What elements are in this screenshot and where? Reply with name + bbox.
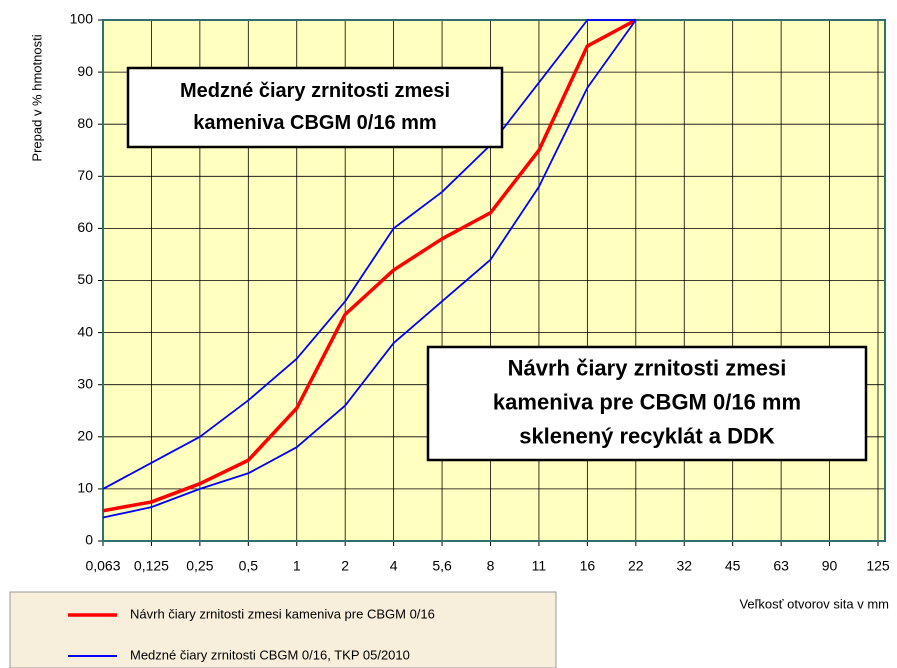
x-tick-label: 22 — [628, 558, 644, 574]
x-tick-label: 63 — [773, 558, 789, 574]
x-tick-label: 0,125 — [134, 558, 169, 574]
x-axis-label: Veľkosť otvorov sita v mm — [739, 596, 889, 611]
y-tick-label: 60 — [77, 219, 93, 235]
x-tick-label: 1 — [293, 558, 301, 574]
y-tick-label: 70 — [77, 167, 93, 183]
series-line — [102, 19, 636, 490]
series-line — [102, 18, 637, 513]
y-tick-label: 50 — [77, 271, 93, 287]
x-tick-label: 45 — [725, 558, 741, 574]
x-tick-label: 0,25 — [186, 558, 213, 574]
y-tick-label: 0 — [85, 532, 93, 548]
x-tick-label: 0,063 — [85, 558, 120, 574]
x-tick-label: 8 — [487, 558, 495, 574]
plot-border — [102, 19, 886, 542]
legend-label: Návrh čiary zrnitosti zmesi kameniva pre… — [130, 606, 435, 621]
y-tick-label: 80 — [77, 115, 93, 131]
annotation-text: kameniva CBGM 0/16 mm — [193, 112, 436, 134]
y-tick-label: 40 — [77, 323, 93, 339]
annotation-text: kameniva pre CBGM 0/16 mm — [493, 389, 801, 414]
x-tick-label: 4 — [390, 558, 398, 574]
x-tick-label: 2 — [341, 558, 349, 574]
annotation-box — [426, 345, 868, 462]
x-tick-label: 0,5 — [239, 558, 259, 574]
y-tick-label: 20 — [77, 428, 93, 444]
y-tick-label: 100 — [70, 11, 94, 27]
y-axis-label: Prepad v % hmotnosti — [29, 34, 44, 161]
annotation-text: Medzné čiary zrnitosti zmesi — [180, 80, 450, 102]
annotation-text: Návrh čiary zrnitosti zmesi — [508, 355, 787, 380]
x-tick-label: 125 — [866, 558, 890, 574]
y-tick-label: 30 — [77, 375, 93, 391]
annotation-box — [126, 66, 504, 149]
series-line — [102, 19, 637, 519]
annotation-text: sklenený recyklát a DDK — [519, 423, 775, 448]
y-tick-label: 10 — [77, 480, 93, 496]
x-tick-label: 5,6 — [432, 558, 452, 574]
y-tick-label: 90 — [77, 63, 93, 79]
x-tick-label: 16 — [580, 558, 596, 574]
legend-label: Medzné čiary zrnitosti CBGM 0/16, TKP 05… — [130, 647, 410, 662]
x-tick-label: 90 — [822, 558, 838, 574]
x-tick-label: 32 — [676, 558, 692, 574]
x-tick-label: 11 — [532, 558, 547, 574]
